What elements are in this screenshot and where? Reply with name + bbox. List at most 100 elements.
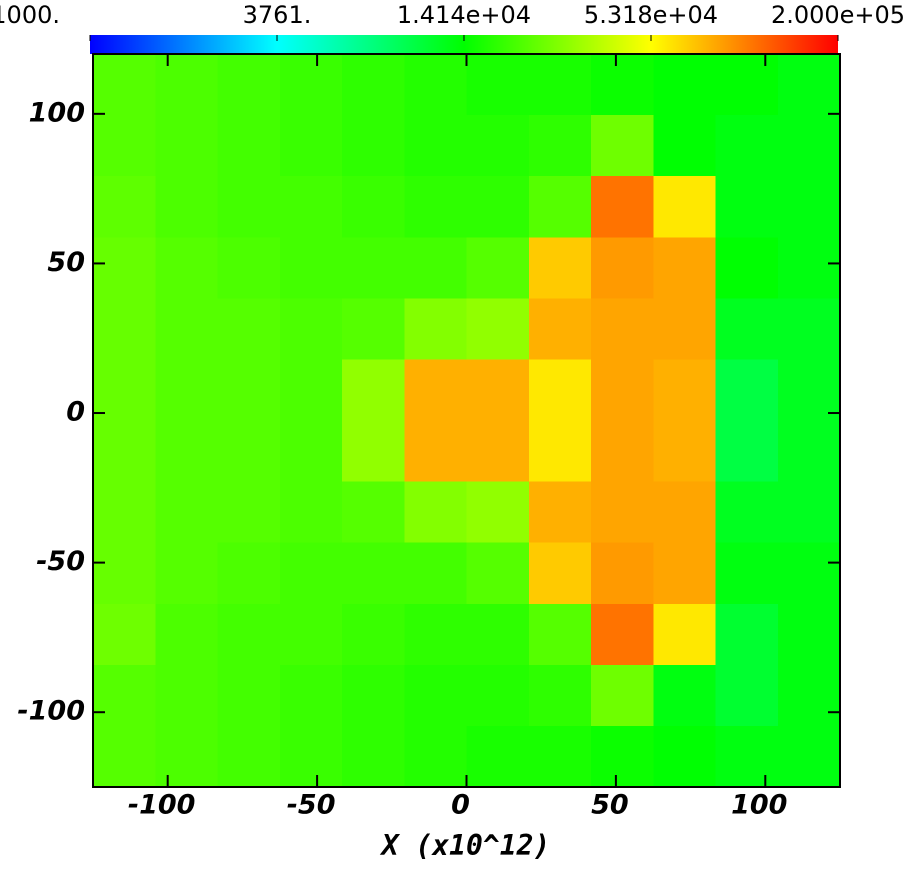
cell: [93, 115, 156, 177]
cell: [466, 237, 530, 299]
cell: [404, 420, 467, 483]
cell: [591, 176, 654, 238]
cell: [528, 115, 592, 177]
cell: [466, 481, 530, 544]
cell: [653, 603, 716, 666]
cell: [591, 542, 654, 605]
cell: [342, 115, 405, 177]
cell: [342, 603, 405, 666]
cell: [777, 115, 841, 177]
cell: [155, 664, 218, 727]
cell: [217, 603, 281, 666]
cell: [279, 481, 343, 544]
cell: [715, 542, 779, 605]
cell: [217, 664, 281, 727]
cell: [777, 176, 841, 238]
cell: [217, 481, 281, 544]
cell: [93, 298, 156, 360]
cell: [591, 115, 654, 177]
cell: [279, 176, 343, 238]
cell: [777, 298, 841, 360]
cell: [715, 298, 779, 360]
cell: [342, 176, 405, 238]
cell: [155, 420, 218, 483]
cell: [279, 298, 343, 360]
cell: [93, 481, 156, 544]
cell: [528, 420, 592, 483]
cell: [528, 603, 592, 666]
cell: [342, 725, 405, 788]
cell: [653, 54, 716, 116]
cell: [155, 115, 218, 177]
cell: [715, 115, 779, 177]
cell: [404, 664, 467, 727]
cell: [466, 176, 530, 238]
cell: [466, 359, 530, 421]
colorbar-tick-label: 2.000e+05: [771, 1, 905, 29]
cell: [466, 603, 530, 666]
cell: [342, 542, 405, 605]
cell: [155, 603, 218, 666]
cell: [155, 54, 218, 116]
cell: [528, 54, 592, 116]
cell: [217, 359, 281, 421]
cell: [217, 54, 281, 116]
cell: [217, 420, 281, 483]
cell: [715, 237, 779, 299]
cell: [155, 725, 218, 788]
x-axis-label: X (x10^12): [380, 829, 551, 862]
cell: [591, 603, 654, 666]
cell: [653, 481, 716, 544]
cell: [342, 54, 405, 116]
x-tick-label: 0: [451, 790, 470, 821]
cell: [653, 359, 716, 421]
cell: [342, 237, 405, 299]
cell: [777, 237, 841, 299]
cell: [591, 420, 654, 483]
cell: [466, 664, 530, 727]
cell: [93, 237, 156, 299]
cell: [715, 664, 779, 727]
y-tick-label: 0: [66, 397, 85, 428]
cell: [777, 481, 841, 544]
cell: [591, 664, 654, 727]
cell: [591, 481, 654, 544]
cell: [591, 237, 654, 299]
cell: [777, 725, 841, 788]
cell: [279, 542, 343, 605]
cell: [217, 115, 281, 177]
cell: [342, 481, 405, 544]
x-tick-label: 100: [731, 790, 787, 821]
colorbar-tick-label: 3761.: [243, 1, 312, 29]
cell: [155, 359, 218, 421]
cell: [466, 115, 530, 177]
x-tick-label: -100: [128, 790, 196, 821]
cell: [653, 725, 716, 788]
cell: [653, 115, 716, 177]
cell: [466, 54, 530, 116]
cell: [777, 542, 841, 605]
cell: [93, 176, 156, 238]
cell: [528, 481, 592, 544]
cell: [217, 542, 281, 605]
cell: [217, 298, 281, 360]
cell: [777, 54, 841, 116]
cell: [591, 725, 654, 788]
cell: [528, 237, 592, 299]
cell: [653, 298, 716, 360]
cell: [279, 115, 343, 177]
colorbar-tick-label: 5.318e+04: [584, 1, 718, 29]
cell: [404, 115, 467, 177]
colorbar-tick-label: 1.414e+04: [397, 1, 531, 29]
cell: [217, 176, 281, 238]
cell: [591, 298, 654, 360]
cell: [777, 664, 841, 727]
cell: [279, 359, 343, 421]
cell: [404, 542, 467, 605]
cell: [777, 603, 841, 666]
cell: [653, 420, 716, 483]
cell: [653, 542, 716, 605]
y-tick-label: -50: [36, 546, 85, 577]
cell: [342, 420, 405, 483]
